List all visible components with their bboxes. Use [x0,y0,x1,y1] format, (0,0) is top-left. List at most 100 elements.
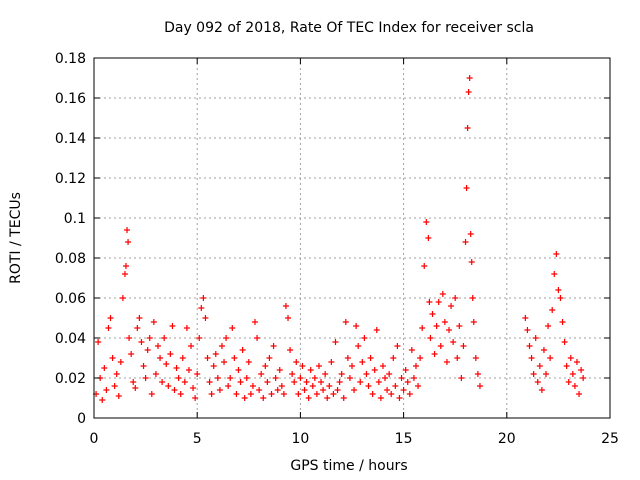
data-point [285,315,292,321]
data-point [349,363,355,369]
data-point [101,365,108,371]
data-point [239,347,246,353]
x-axis-label: GPS time / hours [290,458,407,474]
data-point [181,379,188,385]
data-point [221,359,228,365]
data-point [392,383,399,389]
data-point [247,391,254,397]
data-point [119,295,126,301]
data-point [551,271,558,277]
data-point [171,387,178,393]
data-point [320,387,327,393]
data-point [125,239,132,245]
data-point [458,375,465,381]
data-point [200,295,207,301]
data-point [384,387,391,393]
y-tick-label: 0.06 [55,291,86,307]
data-point [318,379,325,385]
data-point [315,363,322,369]
data-point [474,371,481,377]
data-point [406,391,413,397]
data-point [555,287,562,293]
data-point [307,367,314,373]
data-point [545,323,552,329]
data-point [336,379,343,385]
data-point [297,375,304,381]
data-point [301,387,308,393]
y-tick-label: 0.04 [55,331,86,347]
data-point [216,387,223,393]
chart-title: Day 092 of 2018, Rate Of TEC Index for r… [164,20,534,36]
data-point [382,375,389,381]
data-point [421,263,428,269]
data-point [379,363,386,369]
data-point [456,323,463,329]
data-point [309,383,316,389]
data-point [163,361,170,367]
data-point [465,89,472,95]
data-point [111,383,118,389]
data-point [138,339,145,345]
data-point [233,391,240,397]
data-point [369,391,376,397]
data-point [117,359,124,365]
data-point [573,359,580,365]
data-point [103,387,110,393]
data-point [394,343,401,349]
data-point [291,379,298,385]
x-axis-ticks: 0 5 10 15 20 25 [90,58,619,447]
data-point [328,359,335,365]
data-point [159,379,166,385]
data-point [443,359,450,365]
data-point [229,325,236,331]
data-point [526,343,533,349]
data-point [390,355,397,361]
data-point [254,335,261,341]
x-tick-label: 5 [193,431,202,447]
data-point [262,363,269,369]
data-point [266,355,273,361]
data-point [396,395,403,401]
data-point [287,347,294,353]
data-point [468,259,475,265]
data-point [470,319,477,325]
data-point [404,379,411,385]
data-point [223,335,230,341]
data-point [214,375,221,381]
data-point [357,379,364,385]
data-point [460,343,467,349]
data-point [344,355,351,361]
data-point [543,371,550,377]
data-point [121,271,128,277]
data-point [144,347,151,353]
data-point [175,375,182,381]
data-point [99,397,106,403]
y-tick-label: 0.12 [55,171,86,187]
data-point [467,231,474,237]
data-point [353,323,360,329]
data-point [540,347,547,353]
data-point [415,383,422,389]
data-point [194,371,201,377]
data-point [466,75,473,81]
data-point [454,355,461,361]
data-point [355,343,362,349]
data-point [367,355,374,361]
data-point [427,335,434,341]
data-point [206,379,213,385]
data-point [549,307,556,313]
data-point [532,335,539,341]
data-point [340,395,347,401]
data-point [398,375,405,381]
plot-frame [93,57,611,419]
data-point [148,391,155,397]
data-point [218,343,225,349]
data-point [386,371,393,377]
data-point [565,379,572,385]
data-point [305,395,312,401]
data-point [363,371,370,377]
data-point [280,391,287,397]
data-point [528,355,535,361]
data-point [134,325,141,331]
data-point [225,383,232,389]
